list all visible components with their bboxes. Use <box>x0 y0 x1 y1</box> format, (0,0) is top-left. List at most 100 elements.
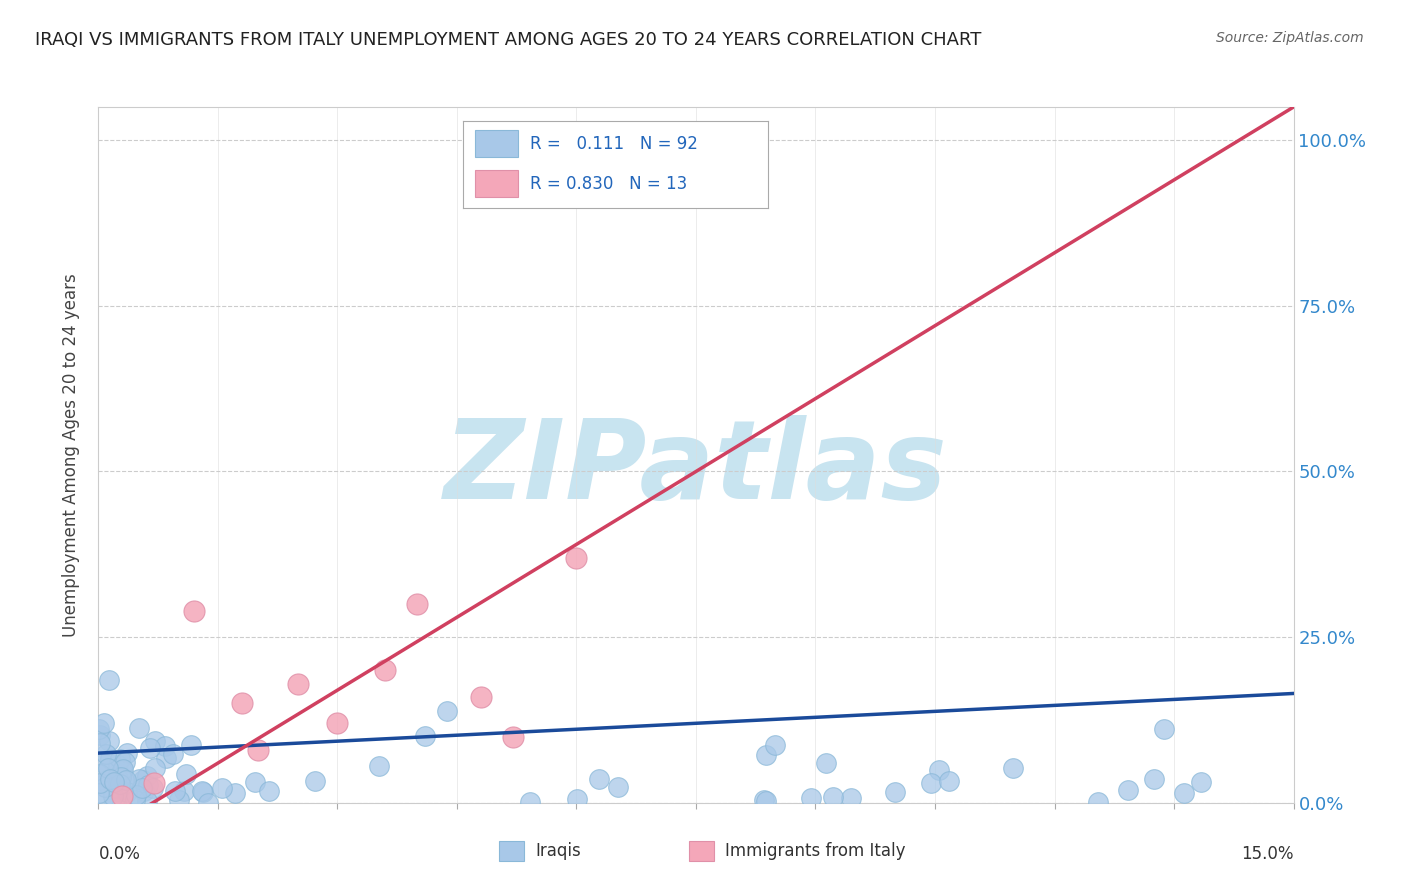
Point <box>1087 795 1109 809</box>
Point <box>89 776 111 790</box>
Point <box>111 789 134 804</box>
Point <box>938 773 960 788</box>
Point <box>1189 775 1212 789</box>
Point <box>823 790 845 805</box>
Point <box>645 160 668 174</box>
Text: Immigrants from Italy: Immigrants from Italy <box>725 842 905 860</box>
Point <box>174 766 197 780</box>
Point <box>755 794 778 808</box>
Point <box>180 738 202 752</box>
Point <box>839 791 862 805</box>
Point <box>191 784 214 798</box>
Point <box>246 743 269 757</box>
Point <box>115 746 138 760</box>
Point <box>1173 786 1195 800</box>
Point <box>752 792 775 806</box>
Point <box>406 597 429 611</box>
Point <box>163 784 186 798</box>
Point <box>111 764 134 778</box>
Point <box>304 774 326 789</box>
Point <box>107 781 129 796</box>
Point <box>103 795 125 809</box>
Point <box>920 776 942 790</box>
Y-axis label: Unemployment Among Ages 20 to 24 years: Unemployment Among Ages 20 to 24 years <box>62 273 80 637</box>
Point <box>94 780 117 795</box>
Point <box>128 772 150 786</box>
Point <box>287 676 309 690</box>
Point <box>107 758 129 772</box>
Point <box>101 789 124 804</box>
Point <box>112 773 135 788</box>
Text: 0.0%: 0.0% <box>98 845 141 863</box>
Point <box>884 785 907 799</box>
Point <box>110 770 132 784</box>
Point <box>103 775 125 789</box>
Point <box>103 775 125 789</box>
Point <box>257 784 280 798</box>
Point <box>105 780 128 795</box>
Point <box>191 785 214 799</box>
Point <box>231 697 253 711</box>
Point <box>124 793 146 807</box>
Point <box>136 794 159 808</box>
Point <box>89 728 111 742</box>
Point <box>502 730 524 744</box>
Point <box>131 781 153 796</box>
Point <box>245 774 267 789</box>
Point <box>142 781 165 796</box>
Point <box>110 777 132 791</box>
Point <box>139 741 162 756</box>
Point <box>470 690 492 704</box>
Point <box>183 604 205 618</box>
Point <box>87 786 110 800</box>
Point <box>134 784 156 798</box>
Point <box>98 772 121 786</box>
Point <box>173 784 195 798</box>
Point <box>143 776 166 790</box>
Point <box>91 792 114 806</box>
Point <box>89 767 111 781</box>
Point <box>110 751 132 765</box>
Point <box>1143 772 1166 786</box>
Point <box>87 722 110 736</box>
Point <box>111 762 134 776</box>
Point <box>125 789 148 803</box>
Point <box>755 747 778 762</box>
Point <box>98 752 121 766</box>
Point <box>89 736 111 750</box>
Point <box>155 751 177 765</box>
Point <box>136 778 159 792</box>
Point <box>607 780 630 794</box>
Point <box>211 780 233 795</box>
Point <box>224 786 246 800</box>
Point <box>132 773 155 788</box>
Point <box>105 771 128 785</box>
Point <box>162 747 184 761</box>
Point <box>588 772 610 786</box>
Point <box>197 796 219 810</box>
Point <box>368 758 391 772</box>
Point <box>107 784 129 798</box>
Point <box>565 792 588 806</box>
Text: Iraqis: Iraqis <box>536 842 582 860</box>
Point <box>91 756 114 770</box>
Point <box>1153 723 1175 737</box>
Point <box>519 795 541 809</box>
Point <box>93 716 115 731</box>
Point <box>114 755 136 769</box>
Point <box>928 763 950 777</box>
Point <box>763 738 786 752</box>
Text: IRAQI VS IMMIGRANTS FROM ITALY UNEMPLOYMENT AMONG AGES 20 TO 24 YEARS CORRELATIO: IRAQI VS IMMIGRANTS FROM ITALY UNEMPLOYM… <box>35 31 981 49</box>
Point <box>98 673 121 688</box>
Text: Source: ZipAtlas.com: Source: ZipAtlas.com <box>1216 31 1364 45</box>
Point <box>115 785 138 799</box>
Point <box>800 791 823 805</box>
Point <box>815 756 838 771</box>
Point <box>115 773 138 788</box>
Point <box>1002 762 1025 776</box>
Point <box>413 729 436 743</box>
Point <box>145 761 167 775</box>
Text: ZIPatlas: ZIPatlas <box>444 416 948 523</box>
Point <box>153 739 176 753</box>
Point <box>128 721 150 735</box>
